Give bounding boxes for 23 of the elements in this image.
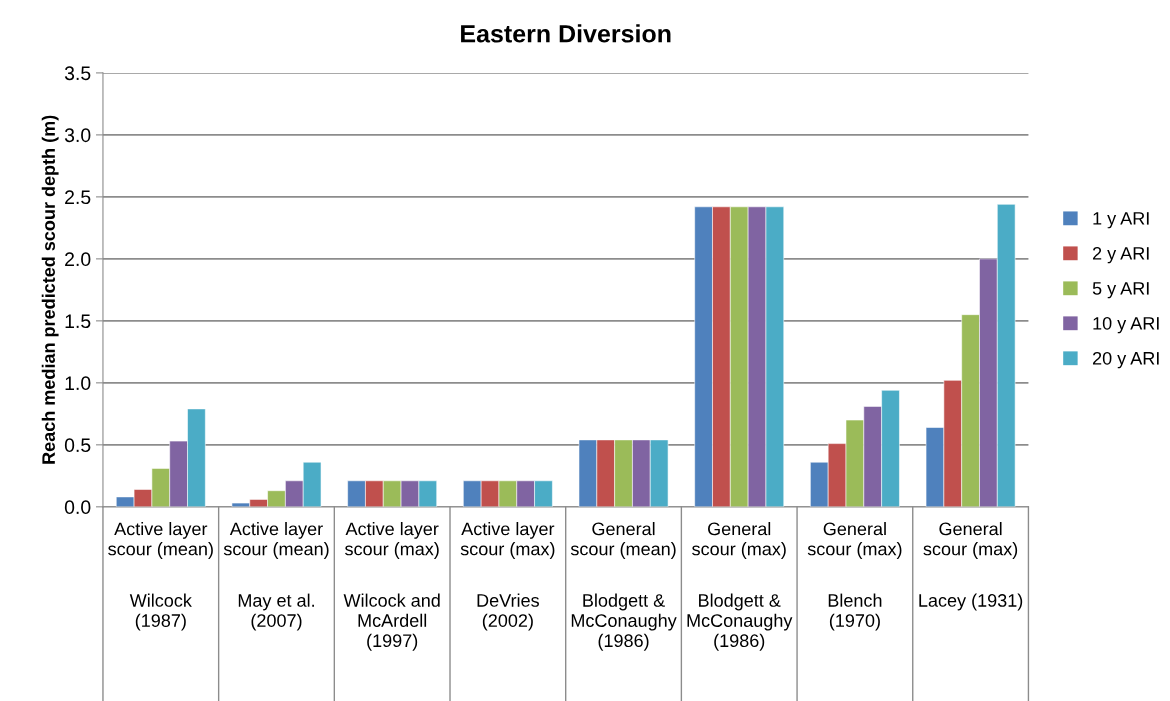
legend-label: 1 y ARI bbox=[1093, 212, 1149, 229]
category-label: General scour (max) Blodgett & McConaughy (1986) bbox=[687, 522, 793, 651]
y-tick-label: 1.0 bbox=[65, 376, 91, 391]
legend-label: 10 y ARI bbox=[1093, 316, 1159, 334]
category-label: Active layer scour (mean) Wilcock (1987) bbox=[108, 522, 213, 631]
y-tick-label: 3.5 bbox=[64, 66, 91, 81]
category-label: General scour (mean) Blodgett & McConaughy (1986) bbox=[570, 522, 677, 651]
category-label: General scour (max) Lacey (1931) bbox=[919, 522, 1023, 611]
legend-label: 5 y ARI bbox=[1092, 282, 1149, 299]
category-label: Active layer scour (mean) May et al. (2007) bbox=[223, 522, 329, 631]
category-label: General scour (max) Blench (1970) bbox=[807, 522, 902, 631]
y-tick-label: 2.5 bbox=[65, 190, 91, 205]
legend-label: 20 y ARI bbox=[1092, 351, 1159, 369]
legend-label: 2 y ARI bbox=[1092, 246, 1149, 264]
chart-title: Eastern Diversion bbox=[461, 24, 671, 43]
y-tick-label: 0.5 bbox=[64, 438, 91, 453]
category-label: Active layer scour (max) DeVries (2002) bbox=[460, 522, 555, 631]
y-tick-label: 0.0 bbox=[64, 500, 91, 515]
y-tick-label: 1.5 bbox=[65, 314, 91, 329]
y-axis-title: Reach median predicted scour depth (m) bbox=[41, 115, 59, 464]
category-label: Active layer scour (max) Wilcock and McArdell (1997) bbox=[343, 522, 440, 651]
y-tick-label: 2.0 bbox=[65, 252, 91, 267]
y-tick-label: 3.0 bbox=[64, 128, 91, 143]
